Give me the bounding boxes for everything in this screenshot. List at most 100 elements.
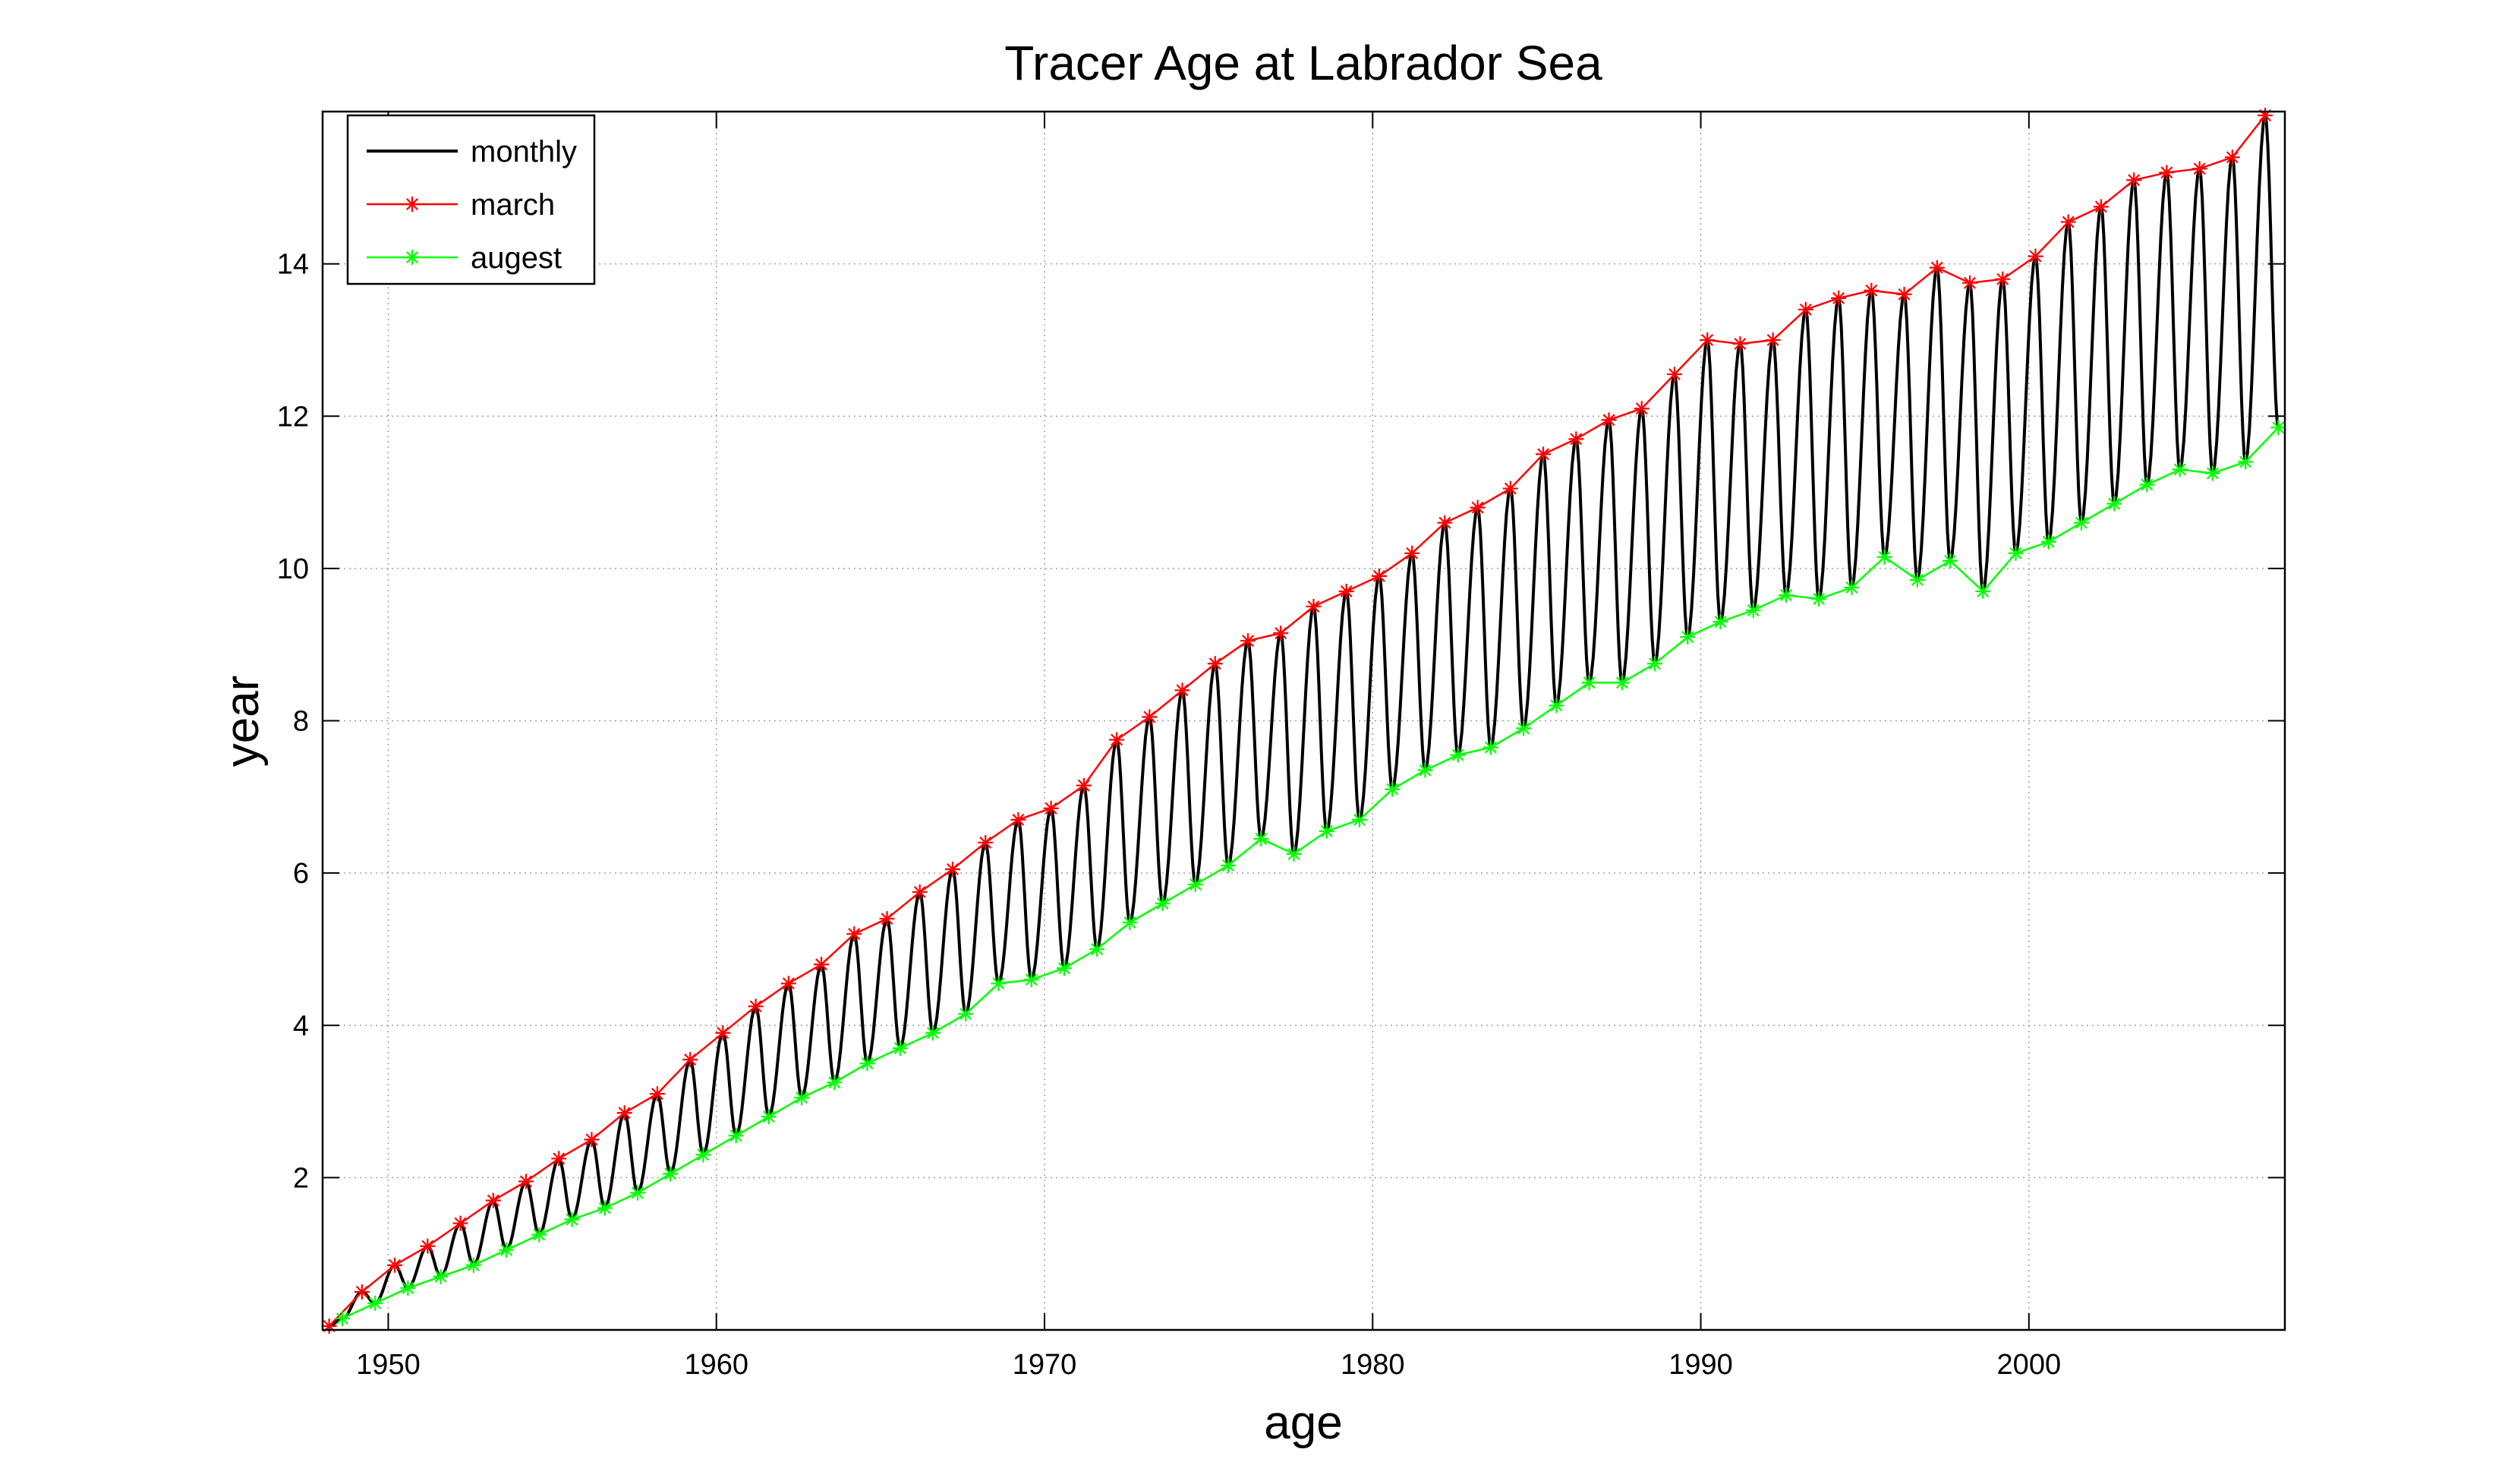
data-point-augest bbox=[663, 1166, 679, 1182]
data-point-augest bbox=[1023, 972, 1039, 988]
data-point-march-stroke bbox=[913, 886, 926, 899]
data-point-augest-stroke bbox=[2173, 463, 2186, 476]
data-point-march bbox=[1273, 625, 1289, 641]
data-point-march bbox=[944, 862, 960, 877]
data-point-march-stroke bbox=[1111, 733, 1123, 746]
data-point-augest bbox=[794, 1090, 810, 1106]
data-point-augest bbox=[2040, 534, 2056, 550]
data-point-augest bbox=[827, 1074, 843, 1090]
data-point-augest-stroke bbox=[1386, 783, 1399, 796]
data-point-augest-stroke bbox=[1255, 833, 1268, 845]
x-tick-label: 1960 bbox=[684, 1349, 748, 1381]
data-point-augest bbox=[2008, 545, 2024, 561]
data-point-augest bbox=[1253, 830, 1269, 846]
data-point-march bbox=[1732, 336, 1748, 351]
data-point-augest bbox=[1581, 675, 1597, 691]
data-point-march bbox=[715, 1025, 731, 1041]
data-point-march bbox=[452, 1215, 468, 1231]
data-point-augest-stroke bbox=[467, 1259, 480, 1271]
data-point-march bbox=[2224, 150, 2240, 165]
data-point-march-stroke bbox=[618, 1107, 631, 1120]
data-point-march bbox=[584, 1132, 600, 1148]
data-point-march bbox=[2126, 172, 2142, 188]
data-point-march-stroke bbox=[1143, 710, 1156, 723]
data-point-march-stroke bbox=[1602, 414, 1615, 427]
data-point-march bbox=[1634, 401, 1650, 417]
series-line-monthly bbox=[329, 115, 2280, 1328]
y-tick-label: 14 bbox=[277, 249, 309, 281]
data-point-augest bbox=[1614, 675, 1630, 691]
data-point-march bbox=[1536, 446, 1552, 462]
data-point-march-stroke bbox=[1504, 482, 1517, 495]
legend: monthly march augest bbox=[346, 114, 596, 285]
data-point-augest-stroke bbox=[1123, 916, 1136, 929]
data-point-march-stroke bbox=[1176, 684, 1189, 697]
data-point-augest-stroke bbox=[632, 1186, 644, 1199]
data-point-augest bbox=[1745, 603, 1761, 619]
data-point-march-stroke bbox=[355, 1285, 368, 1298]
y-axis-title: year bbox=[216, 676, 269, 767]
ticks: 1950 1960 1970 1980 1990 2000 2 4 6 8 10 12 14 bbox=[277, 112, 2285, 1381]
data-point-march-stroke bbox=[1898, 288, 1911, 301]
data-point-march bbox=[1470, 499, 1486, 515]
data-point-march bbox=[682, 1051, 698, 1067]
data-point-augest bbox=[1385, 781, 1401, 797]
data-point-augest-stroke bbox=[1747, 604, 1760, 617]
data-point-augest bbox=[1089, 941, 1105, 957]
data-point-march-stroke bbox=[1012, 813, 1025, 826]
data-point-march-stroke bbox=[1275, 627, 1287, 640]
data-point-augest-stroke bbox=[729, 1130, 742, 1142]
data-point-augest bbox=[2172, 462, 2188, 477]
data-point-march-stroke bbox=[421, 1240, 434, 1252]
data-point-augest-stroke bbox=[2042, 535, 2055, 548]
data-point-augest bbox=[1909, 572, 1925, 588]
data-point-march bbox=[1798, 301, 1813, 317]
data-point-march-stroke bbox=[2029, 250, 2042, 263]
legend-box bbox=[346, 114, 596, 285]
data-point-augest-stroke bbox=[369, 1297, 382, 1309]
data-point-march-stroke bbox=[1865, 284, 1878, 297]
data-point-march-stroke bbox=[1340, 584, 1353, 597]
data-point-march bbox=[485, 1193, 501, 1208]
data-point-march-stroke bbox=[1964, 276, 1976, 289]
data-point-augest-stroke bbox=[1779, 589, 1792, 601]
data-point-augest-stroke bbox=[959, 1007, 972, 1020]
data-point-march bbox=[551, 1151, 567, 1167]
data-point-augest-stroke bbox=[533, 1228, 546, 1241]
data-point-march bbox=[1831, 290, 1847, 306]
data-point-march bbox=[2258, 108, 2273, 124]
data-point-march bbox=[1666, 367, 1682, 383]
data-point-augest-stroke bbox=[2075, 516, 2088, 529]
data-point-augest-stroke bbox=[1189, 878, 1202, 891]
data-point-augest-stroke bbox=[598, 1202, 611, 1215]
data-point-augest bbox=[2106, 496, 2122, 512]
legend-label-augest: augest bbox=[471, 241, 562, 275]
data-point-march-stroke bbox=[848, 928, 861, 940]
data-point-march bbox=[649, 1086, 665, 1102]
data-point-march bbox=[2159, 165, 2175, 181]
x-tick-label: 1950 bbox=[356, 1349, 421, 1381]
data-point-augest bbox=[1647, 656, 1663, 672]
data-point-augest bbox=[859, 1055, 875, 1071]
data-point-augest-stroke bbox=[1615, 676, 1628, 689]
data-point-augest bbox=[925, 1025, 941, 1041]
data-point-march bbox=[2060, 214, 2076, 230]
data-point-march-stroke bbox=[684, 1053, 697, 1066]
data-point-augest-stroke bbox=[1091, 943, 1104, 956]
data-point-augest-stroke bbox=[697, 1148, 710, 1161]
data-point-augest-stroke bbox=[336, 1312, 348, 1325]
data-point-augest-stroke bbox=[1025, 973, 1038, 986]
data-point-augest bbox=[1811, 591, 1827, 607]
data-point-march bbox=[748, 998, 764, 1014]
data-point-march-stroke bbox=[2160, 166, 2173, 179]
data-point-march bbox=[912, 884, 928, 900]
data-point-march bbox=[1174, 682, 1190, 698]
data-point-augest-stroke bbox=[1057, 962, 1070, 975]
data-point-march-stroke bbox=[651, 1088, 663, 1101]
data-point-march-stroke bbox=[1635, 402, 1648, 415]
data-point-march-stroke bbox=[1766, 333, 1779, 346]
data-point-march bbox=[780, 975, 796, 991]
data-point-augest-stroke bbox=[1287, 848, 1300, 861]
legend-marker-march bbox=[405, 197, 420, 212]
